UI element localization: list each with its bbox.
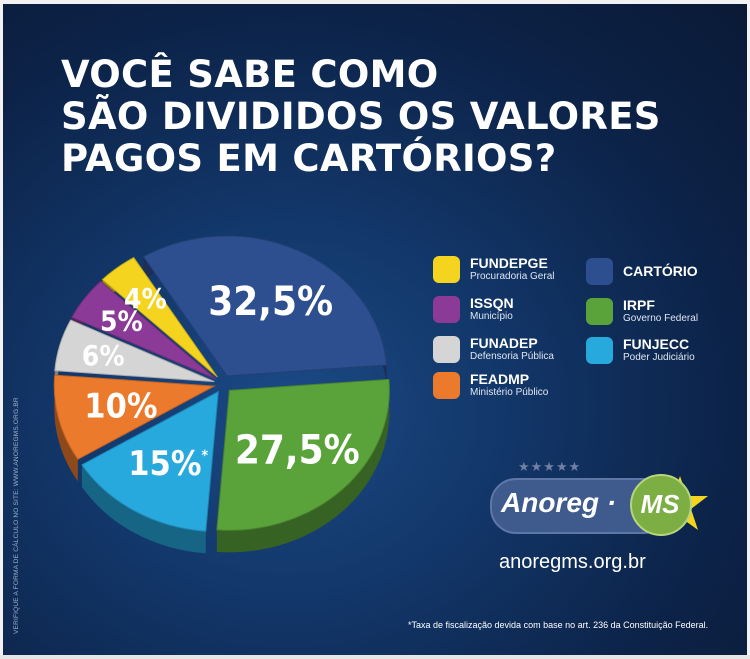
infographic-poster: VOCÊ SABE COMO SÃO DIVIDIDOS OS VALORES … [3,4,747,655]
pie-chart: 32,5% 27,5% 15%* 10% 6%5%4% [53,235,390,554]
pie-labels: 32,5% 27,5% 15%* 10% 6%5%4% [82,279,360,484]
pie-slice-side-funjecc [81,464,206,554]
website-link[interactable]: anoregms.org.br [499,551,646,573]
legend-swatch-fundepge [433,256,460,283]
pie-slices [53,235,390,532]
footnote: *Taxa de fiscalização devida com base no… [408,620,709,630]
logo-text: Anoreg · [501,487,616,519]
frame-bottom-edge [0,655,750,659]
title-line-3: PAGOS EM CARTÓRIOS? [61,137,557,180]
legend-label-issqn: ISSQN [470,295,514,311]
chart-legend: FUNDEPGE Procuradoria Geral ISSQN Municí… [433,256,733,406]
legend-sublabel-funadep: Defensoria Pública [470,351,554,362]
side-note-vertical: VERIFIQUE A FORMA DE CÁLCULO NO SITE: WW… [13,397,20,634]
legend-item-funadep: FUNADEP Defensoria Pública [433,336,554,363]
legend-swatch-feadmp [433,372,460,399]
pie-slice-fundepge [101,256,218,378]
legend-sublabel-issqn: Município [470,311,513,322]
pie-label-fundepge: 4% [124,282,167,315]
logo-ms-circle [630,474,692,536]
logo-dot: · [606,487,617,518]
legend-sublabel-funjecc: Poder Judiciário [623,352,695,363]
pie-label-funjecc: 15%* [128,444,208,484]
pie-slice-feadmp [53,374,217,460]
legend-swatch-irpf [586,298,613,325]
logo-ms-text: MS [640,489,680,519]
legend-swatch-funadep [433,336,460,363]
title-line-1: VOCÊ SABE COMO [61,53,439,96]
pie-label-irpf: 27,5% [235,428,360,474]
pie-slice-side-irpf [216,379,390,553]
pie-slice-funadep [54,319,215,383]
pie-label-feadmp: 10% [84,387,157,427]
legend-swatch-funjecc [586,337,613,364]
pie-slice-issqn [71,280,216,380]
logo-stars: ★★★★★ [518,460,582,475]
page-title: VOCÊ SABE COMO SÃO DIVIDIDOS OS VALORES … [61,54,661,180]
pie-label-note-funjecc: * [201,448,208,464]
legend-sublabel-feadmp: Ministério Público [470,387,549,398]
legend-item-fundepge: FUNDEPGE Procuradoria Geral [433,256,554,283]
legend-item-issqn: ISSQN Município [433,296,514,323]
anoreg-ms-logo: ★★★★★ Anoreg · MS [490,460,710,570]
legend-swatch-issqn [433,296,460,323]
legend-item-funjecc: FUNJECC Poder Judiciário [586,337,695,364]
legend-label-funjecc: FUNJECC [623,336,690,352]
pie-label-cartório: 32,5% [208,279,333,325]
legend-item-irpf: IRPF Governo Federal [586,298,698,325]
legend-item-feadmp: FEADMP Ministério Público [433,372,548,399]
pie-slice-irpf [216,378,390,531]
pie-slice-side-feadmp [54,375,78,482]
legend-sublabel-irpf: Governo Federal [623,313,699,324]
pie-slice-funjecc [81,390,219,532]
legend-label-funadep: FUNADEP [470,335,538,351]
pie-slice-cartório [142,235,388,377]
legend-label-feadmp: FEADMP [470,371,530,387]
legend-label-cartorio: CARTÓRIO [623,263,698,279]
title-line-2: SÃO DIVIDIDOS OS VALORES [61,95,661,138]
legend-label-fundepge: FUNDEPGE [470,255,548,271]
pie-label-funadep: 6% [82,339,125,372]
legend-label-irpf: IRPF [623,297,655,313]
logo-anoreg-text: Anoreg [501,487,599,518]
legend-sublabel-fundepge: Procuradoria Geral [470,271,555,282]
pie-label-issqn: 5% [100,305,143,338]
legend-swatch-cartorio [586,258,613,285]
legend-item-cartorio: CARTÓRIO [586,258,698,285]
